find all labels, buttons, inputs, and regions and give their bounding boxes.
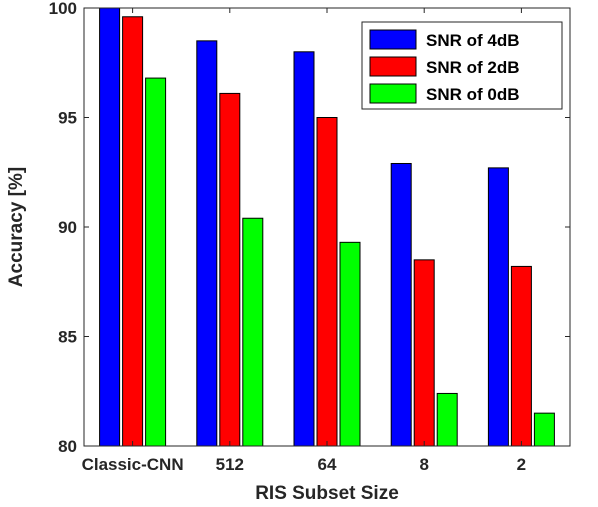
legend: SNR of 4dB SNR of 2dB SNR of 0dB [361, 21, 563, 110]
x-tick-label: 64 [318, 455, 337, 474]
y-tick-label: 80 [58, 437, 77, 456]
y-tick-label: 85 [58, 328, 77, 347]
legend-label: SNR of 4dB [426, 31, 520, 50]
bar-snr-of-4db-classic-cnn [99, 7, 121, 447]
x-axis: Classic-CNN 512 64 8 2 [82, 8, 526, 474]
bar-snr-of-0db-64 [339, 241, 361, 447]
x-axis-title: RIS Subset Size [255, 483, 399, 504]
bar-snr-of-0db-512 [242, 217, 264, 447]
bar-snr-of-2db-8 [413, 259, 435, 447]
bars-group [99, 7, 555, 447]
y-tick-label: 95 [58, 109, 77, 128]
x-tick-label: 8 [419, 455, 428, 474]
legend-label: SNR of 0dB [426, 85, 520, 104]
bar-snr-of-2db-64 [316, 117, 338, 447]
legend-swatch [369, 56, 417, 77]
legend-label: SNR of 2dB [426, 58, 520, 77]
y-axis: 80 85 90 95 100 [49, 0, 570, 456]
legend-swatch [369, 83, 417, 104]
bar-snr-of-2db-classic-cnn [122, 16, 144, 447]
y-tick-label: 100 [49, 0, 77, 18]
bar-snr-of-0db-classic-cnn [145, 77, 167, 447]
x-tick-label: 2 [517, 455, 526, 474]
bar-snr-of-4db-64 [293, 51, 315, 447]
bar-snr-of-0db-8 [436, 392, 458, 447]
y-axis-title: Accuracy [%] [6, 167, 27, 287]
bar-snr-of-4db-8 [390, 162, 412, 447]
bar-snr-of-0db-2 [533, 412, 555, 447]
bar-snr-of-2db-2 [510, 265, 532, 447]
bar-snr-of-4db-512 [196, 40, 218, 447]
bar-snr-of-2db-512 [219, 92, 241, 447]
y-tick-label: 90 [58, 218, 77, 237]
x-tick-label: Classic-CNN [82, 455, 184, 474]
bar-snr-of-4db-2 [487, 167, 509, 447]
x-tick-label: 512 [216, 455, 244, 474]
legend-swatch [369, 29, 417, 50]
